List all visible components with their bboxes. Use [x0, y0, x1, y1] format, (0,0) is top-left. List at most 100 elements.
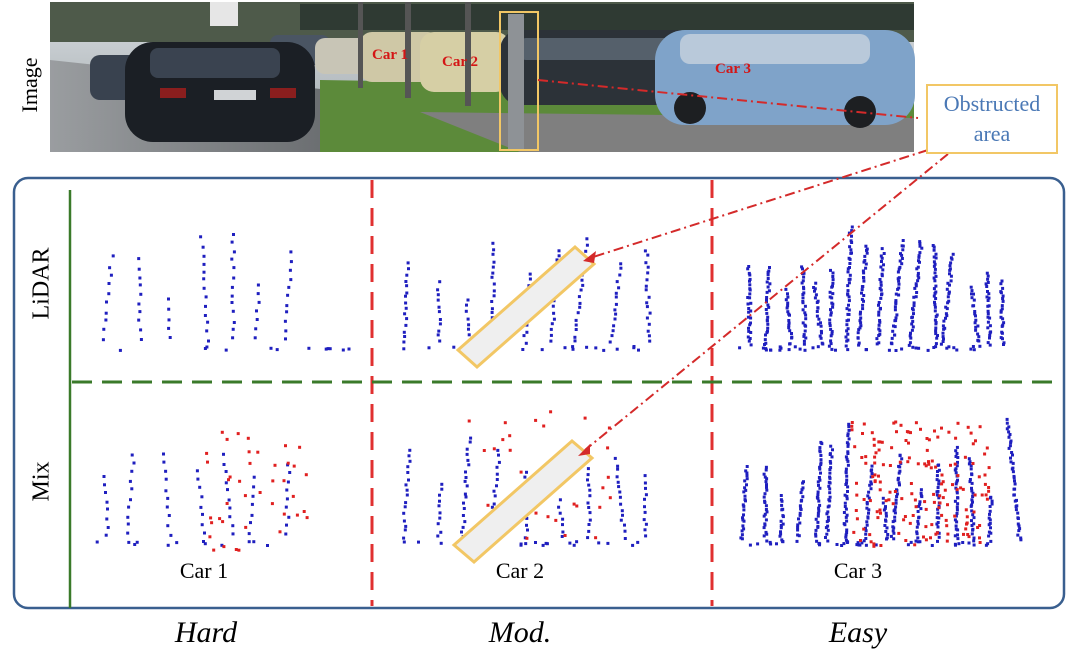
lidar-point: [898, 469, 902, 473]
lidar-point: [877, 327, 881, 331]
lidar-point: [763, 501, 767, 504]
lidar-point: [932, 346, 936, 349]
pseudo-point: [877, 448, 881, 452]
lidar-point: [1019, 538, 1023, 542]
lidar-point: [786, 292, 789, 296]
lidar-point: [801, 308, 805, 312]
pseudo-point: [964, 508, 968, 512]
lidar-point: [127, 540, 131, 544]
lidar-point: [256, 292, 260, 296]
lidar-point: [844, 507, 848, 511]
lidar-point: [764, 530, 768, 534]
pseudo-point: [876, 516, 880, 520]
pseudo-point: [878, 508, 882, 512]
lidar-point: [463, 492, 467, 496]
lidar-point: [779, 494, 783, 497]
pseudo-point: [875, 510, 879, 514]
lidar-point: [985, 271, 989, 275]
lidar-point: [491, 252, 495, 256]
lidar-point: [576, 311, 580, 315]
lidar-point: [849, 239, 853, 243]
pseudo-point: [985, 446, 989, 450]
lidar-point: [969, 285, 973, 289]
pseudo-point: [973, 493, 977, 497]
lidar-point: [440, 487, 444, 491]
pseudo-point: [909, 482, 913, 485]
lidar-point: [847, 313, 851, 316]
lidar-point: [897, 282, 901, 286]
lidar-point: [828, 290, 832, 294]
lidar-point: [779, 498, 783, 502]
lidar-point: [202, 286, 206, 290]
lidar-point: [973, 312, 977, 316]
lidar-point: [765, 539, 769, 543]
lidar-point: [918, 502, 922, 506]
pseudo-point: [907, 441, 910, 445]
lidar-point: [747, 310, 751, 314]
pseudo-point: [895, 430, 898, 434]
pseudo-point: [976, 526, 980, 529]
pseudo-point: [854, 509, 858, 512]
lidar-point: [917, 516, 921, 520]
lidar-point: [762, 472, 766, 476]
pseudo-point: [881, 463, 885, 467]
pseudo-point: [978, 541, 982, 544]
lidar-point: [868, 483, 872, 487]
lidar-point: [286, 463, 290, 467]
lidar-point: [826, 515, 830, 519]
lidar-point: [495, 465, 499, 469]
pseudo-point: [937, 506, 941, 510]
lidar-point: [801, 293, 805, 296]
pseudo-point: [913, 498, 917, 502]
lidar-point: [1009, 456, 1012, 460]
lidar-point: [802, 339, 806, 343]
lidar-point: [956, 502, 960, 506]
pseudo-point: [940, 482, 944, 486]
pseudo-point: [534, 511, 538, 515]
pseudo-point: [911, 514, 915, 517]
lidar-point: [811, 346, 815, 350]
pseudo-point: [965, 515, 969, 519]
lidar-point: [862, 299, 865, 303]
pseudo-point: [855, 517, 859, 521]
pseudo-point: [486, 503, 490, 507]
lidar-point: [749, 316, 753, 320]
lidar-point: [858, 319, 862, 323]
lidar-point: [946, 281, 950, 285]
lidar-point: [765, 483, 768, 487]
lidar-point: [914, 346, 918, 350]
lidar-point: [139, 292, 143, 296]
pseudo-point: [862, 527, 866, 531]
pseudo-point: [933, 429, 936, 433]
lidar-point: [934, 315, 938, 318]
lidar-point: [741, 516, 744, 520]
lidar-point: [892, 324, 895, 328]
lidar-point: [202, 540, 205, 543]
lidar-point: [932, 276, 936, 280]
lidar-point: [829, 461, 833, 465]
lidar-point: [586, 536, 590, 540]
lidar-point: [256, 283, 260, 287]
lidar-point: [862, 294, 866, 297]
lidar-point: [405, 291, 409, 295]
lidar-point: [846, 434, 850, 438]
lidar-point: [901, 248, 905, 252]
lidar-point: [819, 463, 823, 467]
lidar-point: [643, 528, 647, 532]
lidar-point: [784, 298, 788, 302]
lidar-point: [816, 525, 820, 529]
lidar-point: [895, 492, 899, 496]
lidar-point: [766, 322, 770, 326]
lidar-point: [932, 264, 936, 268]
lidar-point: [1018, 527, 1022, 531]
lidar-point: [644, 534, 648, 538]
lidar-point: [954, 455, 958, 458]
lidar-point: [587, 529, 591, 533]
lidar-point: [257, 300, 261, 304]
lidar-point: [942, 327, 946, 331]
lidar-point: [891, 520, 895, 524]
lidar-point: [768, 266, 771, 269]
lidar-point: [850, 229, 854, 233]
lidar-point: [845, 307, 849, 311]
pseudo-point: [304, 473, 308, 477]
